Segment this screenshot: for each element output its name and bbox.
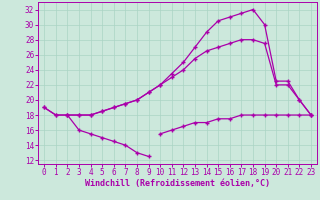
X-axis label: Windchill (Refroidissement éolien,°C): Windchill (Refroidissement éolien,°C)	[85, 179, 270, 188]
